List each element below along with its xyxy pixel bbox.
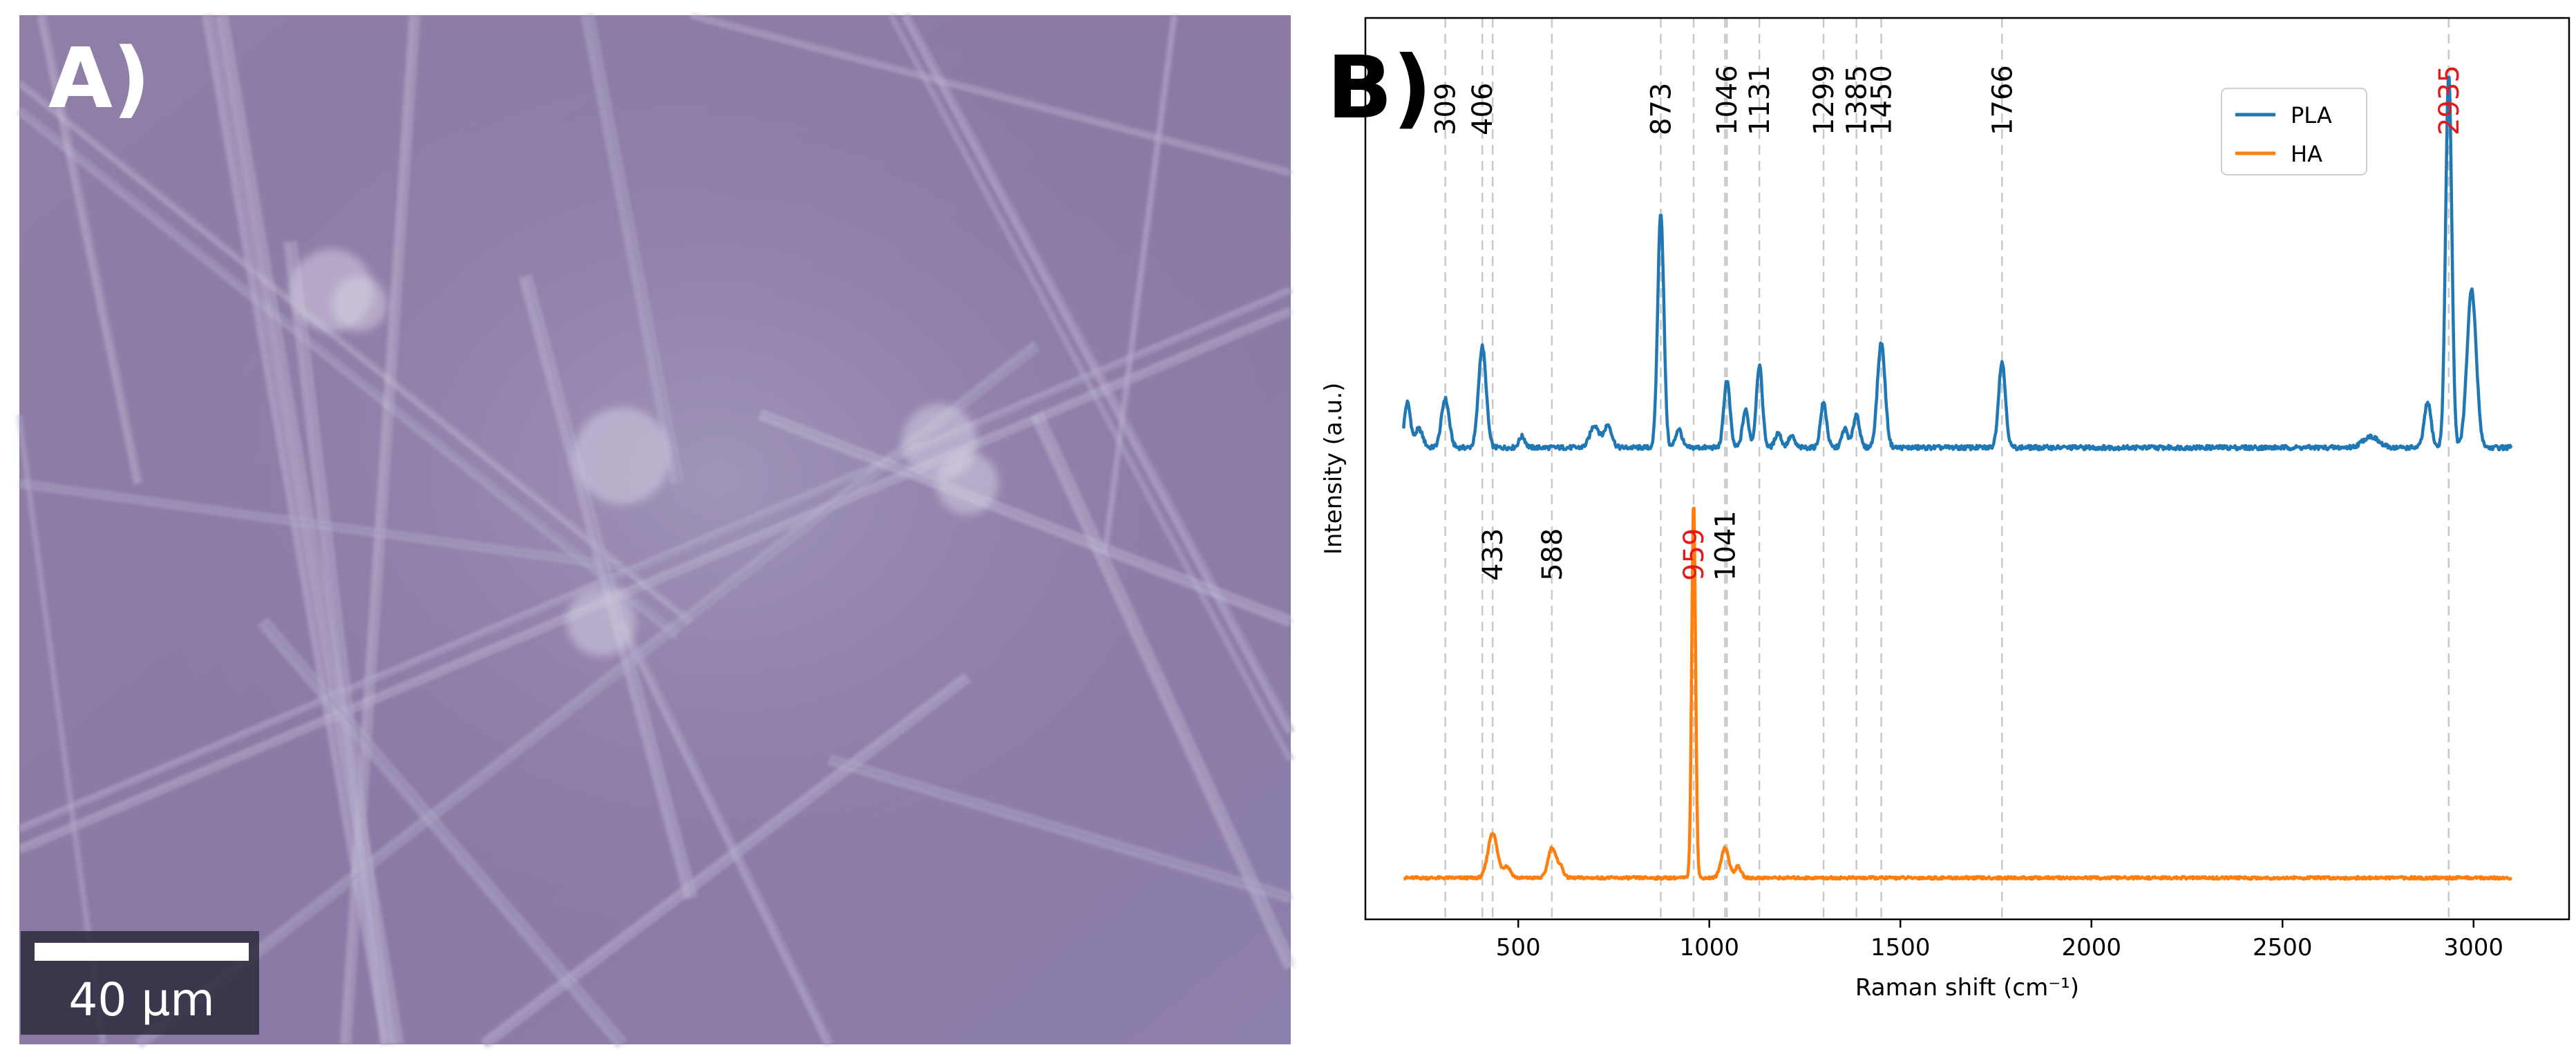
peak-label: 2935 — [2434, 65, 2465, 135]
fiber-edge — [44, 15, 142, 484]
scale-bar — [35, 943, 249, 961]
peak-label: 1041 — [1710, 510, 1741, 581]
fiber — [257, 617, 627, 1049]
fiber-junction — [332, 276, 387, 332]
panel-b-label: B) — [1327, 38, 1432, 138]
x-tick-label: 500 — [1496, 934, 1541, 961]
fiber — [690, 12, 1292, 176]
peak-label: 1299 — [1808, 65, 1840, 135]
peak-label: 1385 — [1841, 65, 1873, 135]
fiber — [1030, 412, 1297, 970]
peak-label: 873 — [1645, 83, 1677, 135]
legend: PLA HA — [2221, 88, 2367, 175]
fiber-edge — [527, 276, 694, 899]
fiber-edge — [21, 483, 625, 567]
fiber — [827, 754, 1293, 903]
fiber-edge — [292, 241, 390, 1045]
fiber-edge — [831, 759, 1294, 899]
scale-bar-label: 40 µm — [68, 973, 214, 1026]
fiber — [580, 14, 684, 485]
fiber-edge — [21, 110, 681, 636]
microscopy-highlight — [19, 15, 1291, 1044]
fiber — [618, 620, 833, 1046]
fiber — [1102, 15, 1178, 553]
microscopy-panel: A) 40 µm — [16, 12, 1297, 1049]
fiber-edge — [893, 15, 1294, 760]
fiber-network — [16, 12, 1297, 1049]
fiber — [16, 106, 681, 640]
fiber-edge — [265, 621, 625, 1045]
spectra-series — [1402, 75, 2513, 881]
microscopy-image: A) 40 µm — [16, 12, 1297, 1049]
series-line-pla — [1402, 75, 2513, 452]
x-tick-label: 2000 — [2061, 934, 2121, 961]
fiber — [888, 13, 1294, 762]
peak-label: 588 — [1537, 528, 1569, 581]
fiber — [518, 274, 698, 900]
fiber — [283, 240, 394, 1046]
fiber — [758, 409, 1293, 627]
fiber-edge — [21, 82, 694, 622]
x-tick-label: 2500 — [2253, 934, 2313, 961]
fiber-edge — [589, 15, 681, 484]
peak-label: 1450 — [1866, 65, 1898, 135]
peak-label: 1046 — [1712, 65, 1743, 135]
x-axis-label: Raman shift (cm⁻¹) — [1855, 974, 2079, 1002]
series-line-ha — [1403, 506, 2513, 881]
panel-a-label: A) — [48, 31, 151, 127]
x-tick-label: 3000 — [2443, 934, 2503, 961]
peak-reference-lines — [1444, 18, 2450, 919]
fiber-edge — [762, 414, 1294, 622]
legend-label-pla: PLA — [2291, 102, 2332, 128]
fiber-edge — [1039, 414, 1294, 968]
fiber — [18, 287, 1292, 832]
fiber-junction — [567, 587, 636, 656]
peak-label: 309 — [1430, 83, 1462, 135]
fiber-edge — [693, 15, 1294, 173]
x-tick-label: 1500 — [1871, 934, 1931, 961]
fiber — [17, 307, 1293, 854]
raman-chart-panel: B) 309 406 873 1046 1131 1299 1385 1450 1766 2935… — [1299, 0, 2576, 1060]
fiber — [37, 14, 143, 485]
peak-label: 406 — [1467, 83, 1499, 135]
fiber-junction — [574, 408, 670, 504]
fiber-edge — [1108, 15, 1178, 553]
fiber-edge — [21, 310, 1294, 850]
fiber-junction — [936, 452, 998, 515]
peak-label: 1766 — [1987, 65, 2018, 135]
y-axis-label: Intensity (a.u.) — [1320, 383, 1347, 555]
fiber-edge — [624, 621, 833, 1045]
x-tick-label: 1000 — [1679, 934, 1739, 961]
fiber — [17, 80, 694, 624]
peak-label: 433 — [1477, 528, 1509, 581]
fiber-edge — [21, 289, 1294, 830]
x-axis: 500 1000 1500 2000 2500 3000 — [1496, 919, 2503, 961]
legend-label-ha: HA — [2291, 141, 2322, 167]
peak-label: 959 — [1678, 528, 1710, 581]
peak-label: 1131 — [1744, 65, 1776, 135]
fiber-junctions — [290, 249, 998, 656]
plot-frame — [1364, 17, 2570, 921]
